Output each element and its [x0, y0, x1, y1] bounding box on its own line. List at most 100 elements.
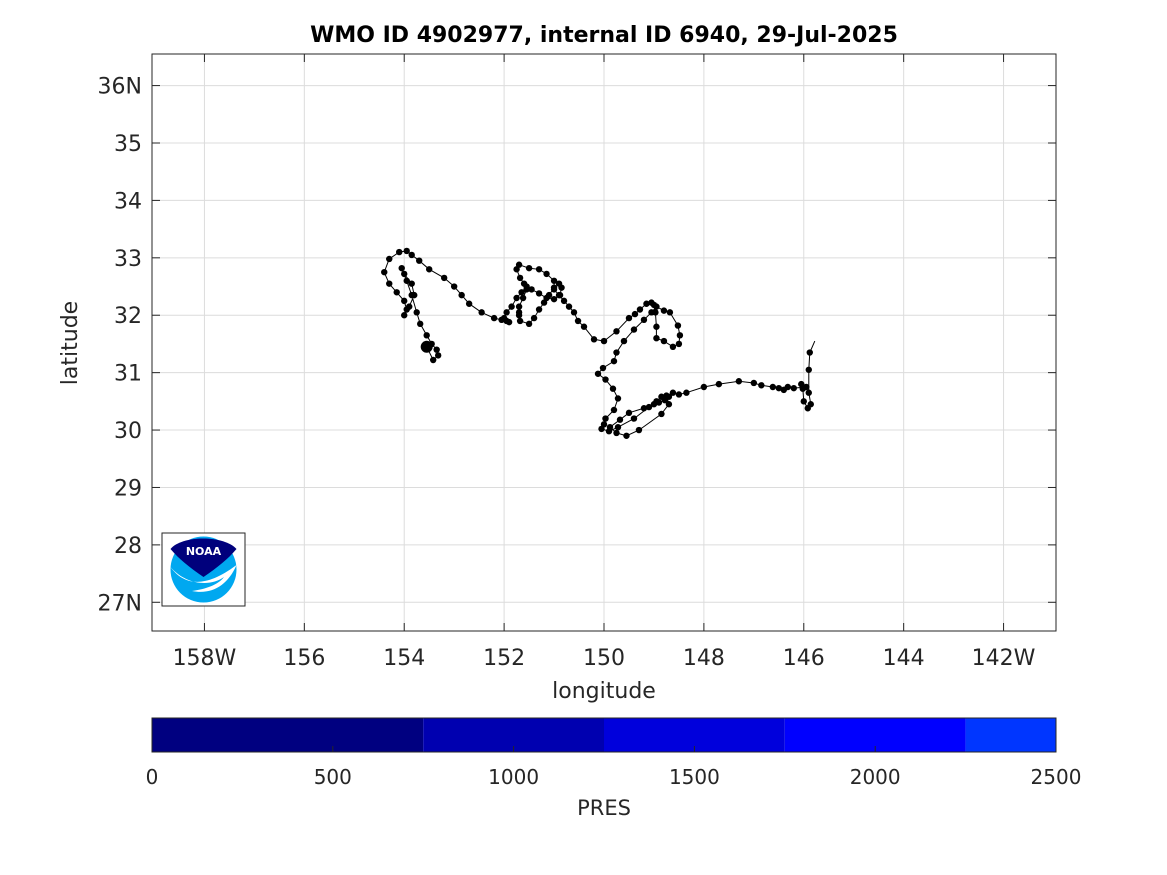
track-point: [600, 337, 608, 345]
track-point: [530, 314, 538, 322]
chart-title: WMO ID 4902977, internal ID 6940, 29-Jul…: [310, 23, 898, 48]
track-point: [620, 337, 628, 345]
x-tick-label: 158W: [173, 646, 237, 671]
x-tick-label: 148: [683, 646, 725, 671]
track-point: [458, 291, 465, 299]
track-point: [543, 270, 550, 278]
track-point: [750, 379, 758, 387]
track-point: [666, 309, 674, 316]
track-point: [413, 309, 420, 316]
track-point: [490, 314, 498, 322]
x-axis-label: longitude: [552, 679, 656, 704]
track-point: [609, 385, 617, 392]
x-tick-label: 150: [583, 646, 625, 671]
track-point: [433, 346, 440, 353]
track-point: [525, 320, 533, 328]
track-point: [503, 317, 510, 325]
track-point: [503, 309, 510, 316]
track-point: [535, 306, 543, 313]
track-point: [676, 332, 684, 339]
track-point: [798, 380, 805, 388]
track-point: [806, 349, 813, 356]
track-point: [516, 317, 524, 325]
colorbar-label: PRES: [577, 796, 631, 820]
track-point: [610, 357, 618, 365]
noaa-logo: NOAA: [161, 532, 246, 607]
track-point: [613, 328, 620, 335]
track-point: [508, 303, 515, 310]
track-point: [599, 364, 607, 372]
track-point: [605, 428, 613, 435]
track-point: [580, 323, 588, 330]
y-tick-label: 28: [114, 534, 142, 559]
x-tick-label: 156: [283, 646, 325, 671]
x-axis: 158W 156 154 152 150 148 146 144 142W: [173, 54, 1036, 671]
y-tick-label: 33: [114, 247, 142, 272]
track-point: [805, 389, 812, 396]
track-point: [648, 299, 655, 306]
track-point: [674, 322, 682, 329]
track-point: [550, 284, 558, 291]
track-point: [613, 429, 620, 437]
track-point: [478, 309, 485, 316]
track-point: [515, 312, 523, 319]
track-point: [625, 409, 633, 417]
track-point: [735, 378, 743, 385]
track-point: [631, 310, 639, 318]
grid: [152, 54, 1056, 631]
track-point: [408, 291, 415, 299]
y-tick-label: 36N: [98, 75, 142, 100]
track-point: [614, 395, 622, 402]
track-point: [652, 309, 659, 316]
track-point: [408, 251, 415, 259]
track-point: [550, 277, 558, 284]
x-tick-label: 146: [783, 646, 825, 671]
track-point: [610, 406, 618, 414]
track-point: [556, 291, 564, 299]
track-point: [558, 284, 565, 291]
colorbar: 0 500 1000 1500 2000 2500: [146, 717, 1081, 789]
track-point: [625, 314, 633, 322]
track-point: [401, 312, 408, 319]
plot-area: NOAA 158W 156 154 152 150 148 146 144 142W 27N 28…: [98, 53, 1057, 671]
track-point: [790, 384, 797, 392]
track-point: [640, 405, 648, 412]
track-point: [613, 349, 620, 356]
track-point: [403, 247, 410, 255]
track-point: [396, 248, 403, 256]
track-point: [630, 415, 638, 422]
track-point: [780, 386, 788, 394]
track-point: [401, 297, 408, 305]
track-point: [565, 303, 573, 310]
track-point: [660, 307, 668, 314]
logo-top-field: [170, 538, 237, 577]
track-point: [423, 332, 430, 339]
track-point: [653, 398, 660, 405]
track-point: [602, 415, 609, 422]
track-point: [660, 337, 668, 345]
track-point: [669, 343, 677, 351]
track-point: [669, 389, 677, 396]
track-point: [700, 383, 708, 391]
track-point: [386, 255, 393, 263]
track-point: [525, 264, 533, 272]
colorbar-bin: [152, 718, 424, 752]
track-point: [465, 300, 473, 307]
track-point: [515, 303, 523, 310]
y-tick-label: 34: [114, 189, 142, 214]
x-tick-label: 144: [883, 646, 925, 671]
y-tick-label: 30: [114, 419, 142, 444]
track-point: [715, 380, 723, 388]
y-axis: 27N 28 29 30 31 32 33 34 35 36N: [98, 75, 1056, 616]
track-point: [630, 326, 638, 333]
track-point: [398, 264, 405, 272]
track-point: [675, 340, 683, 348]
track-point: [550, 295, 558, 303]
x-tick-label: 142W: [972, 646, 1036, 671]
track-point: [590, 336, 598, 343]
track-point: [434, 352, 442, 359]
track-point: [528, 286, 535, 293]
track-point: [614, 423, 622, 431]
track-point: [417, 320, 424, 328]
